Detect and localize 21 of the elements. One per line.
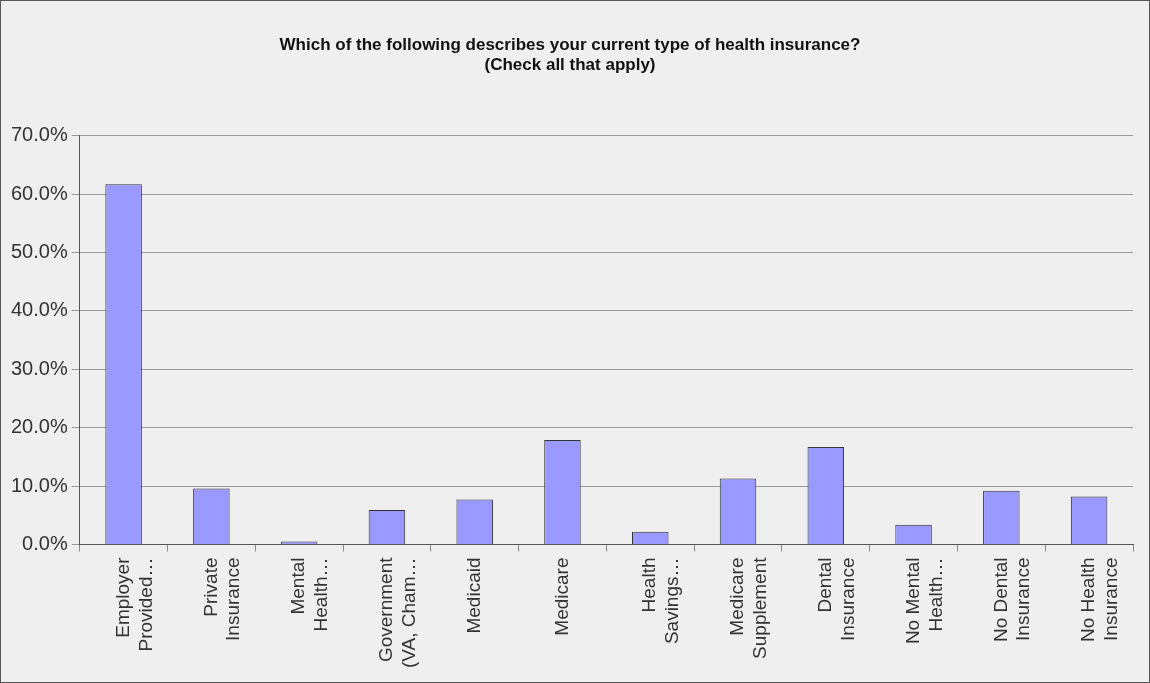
x-tick-label: Mental Health… — [287, 557, 332, 632]
x-tick-label: Private Insurance — [199, 557, 244, 641]
y-tick-label: 30.0% — [10, 356, 68, 379]
x-tick-label: Health Savings… — [638, 557, 683, 645]
x-tick-label: No Health Insurance — [1077, 557, 1122, 642]
y-tick-label: 60.0% — [10, 181, 68, 204]
x-tick-label: No Mental Health… — [901, 557, 946, 645]
x-tick-label: Dental Insurance — [814, 557, 858, 641]
x-tick-label: Medicaid — [462, 557, 484, 634]
y-tick-label: 10.0% — [10, 473, 68, 496]
x-tick-label: Medicare Supplement — [726, 556, 771, 659]
x-tick-label: Medicare — [550, 557, 572, 636]
x-tick-label: Government (VA, Cham… — [375, 556, 419, 669]
y-tick-label: 70.0% — [10, 123, 68, 146]
y-tick-label: 0.0% — [22, 532, 68, 555]
x-tick-label: Employer Provided… — [111, 556, 156, 652]
y-tick-label: 50.0% — [10, 240, 68, 263]
chart-title: Which of the following describes your current type of health insurance? (Check all that apply) — [279, 34, 861, 75]
y-tick-label: 40.0% — [10, 298, 68, 321]
x-tick-label: No Dental Insurance — [989, 557, 1034, 642]
y-tick-label: 20.0% — [10, 415, 68, 438]
